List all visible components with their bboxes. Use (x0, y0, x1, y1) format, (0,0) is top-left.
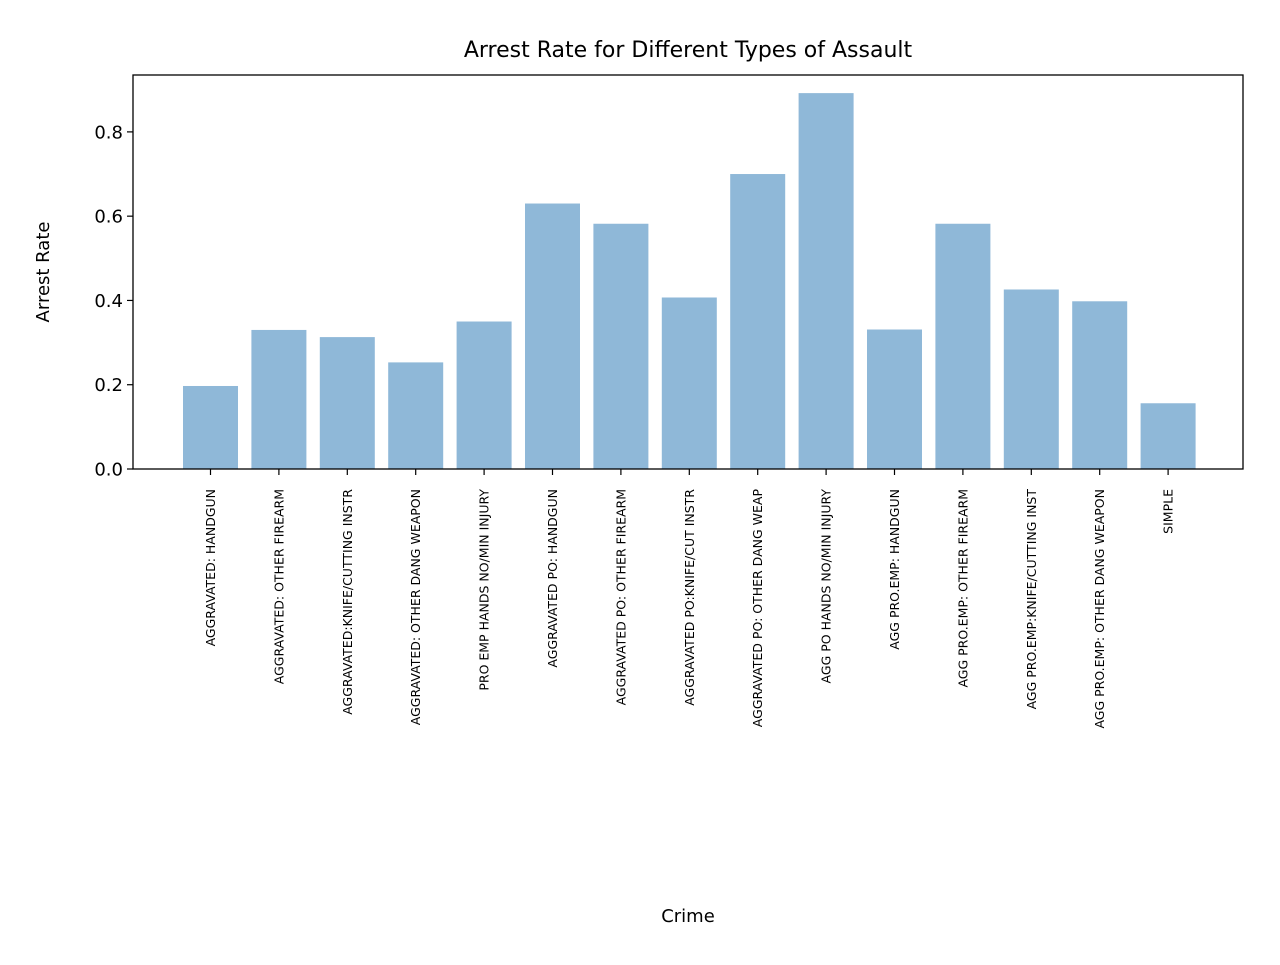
x-tick-label: AGGRAVATED: OTHER DANG WEAPON (408, 489, 423, 725)
x-tick-label: AGGRAVATED:KNIFE/CUTTING INSTR (340, 489, 355, 715)
bar (935, 223, 991, 469)
x-tick-label: AGGRAVATED: OTHER FIREARM (271, 489, 286, 684)
bar (798, 93, 854, 470)
bar (183, 385, 238, 469)
bar (1140, 403, 1196, 469)
x-tick-label: AGG PRO.EMP: HANDGUN (887, 489, 902, 650)
x-tick-label: AGGRAVATED PO: OTHER DANG WEAP (750, 489, 765, 728)
bar (1003, 289, 1059, 469)
x-tick-label: AGG PRO.EMP: OTHER DANG WEAPON (1092, 489, 1107, 729)
y-axis-label: Arrest Rate (33, 222, 54, 323)
chart-title: Arrest Rate for Different Types of Assau… (464, 38, 913, 63)
x-tick-label: AGGRAVATED: HANDGUN (203, 489, 218, 646)
bar (1072, 301, 1128, 469)
x-axis: AGGRAVATED: HANDGUN AGGRAVATED: OTHER FIR… (203, 469, 1176, 729)
x-tick-label: PRO EMP HANDS NO/MIN INJURY (477, 489, 492, 691)
bar (661, 297, 717, 469)
x-tick-label: AGGRAVATED PO: HANDGUN (545, 489, 560, 668)
x-tick-label: AGG PRO.EMP:KNIFE/CUTTING INST (1024, 489, 1039, 710)
bar (525, 203, 580, 470)
y-tick-label: 0.6 (94, 207, 123, 228)
bars-layer (183, 93, 1196, 470)
x-tick-label: AGG PO HANDS NO/MIN INJURY (819, 489, 834, 684)
bar (251, 329, 307, 469)
y-tick-label: 0.8 (94, 122, 123, 143)
x-axis-label: Crime (661, 906, 715, 927)
y-tick-label: 0.2 (94, 375, 123, 396)
bar (456, 321, 512, 469)
bar (388, 362, 444, 469)
x-tick-label: AGG PRO.EMP: OTHER FIREARM (955, 489, 970, 688)
y-tick-label: 0.4 (94, 291, 123, 312)
x-tick-label: AGGRAVATED PO: OTHER FIREARM (613, 489, 628, 705)
bar (867, 329, 922, 469)
bar (730, 174, 786, 469)
bar (593, 223, 649, 469)
plot-area-frame (132, 74, 1244, 470)
x-tick-label: SIMPLE (1161, 489, 1176, 534)
bar (319, 337, 375, 469)
x-tick-label: AGGRAVATED PO:KNIFE/CUT INSTR (682, 489, 697, 706)
y-axis: 0.0 0.2 0.4 0.6 0.8 (94, 122, 133, 481)
y-tick-label: 0.0 (94, 460, 123, 481)
